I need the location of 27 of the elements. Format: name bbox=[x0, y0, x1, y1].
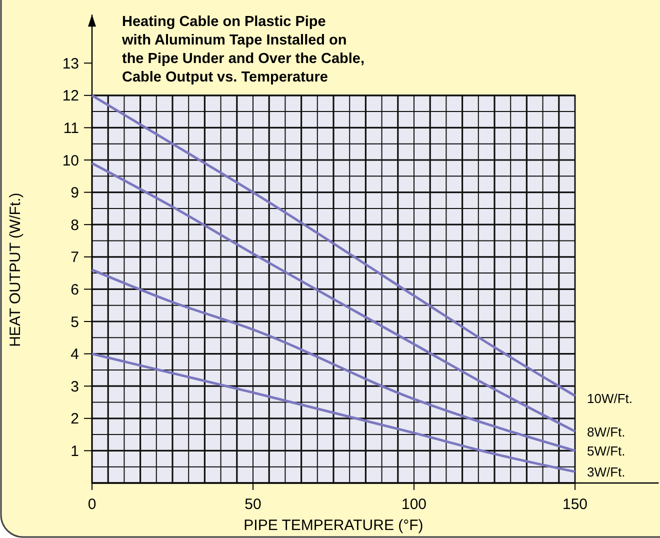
series-label: 3W/Ft. bbox=[587, 464, 626, 480]
y-tick-label: 4 bbox=[70, 346, 79, 364]
line-series bbox=[90, 268, 576, 452]
y-tick-label: 9 bbox=[70, 184, 79, 202]
x-tick-label: 50 bbox=[244, 496, 262, 513]
y-tick-label: 13 bbox=[62, 55, 79, 72]
y-tick-label: 6 bbox=[70, 281, 79, 298]
x-tick-label: 0 bbox=[88, 496, 96, 513]
series-label: 8W/Ft. bbox=[587, 424, 626, 440]
series-label: 10W/Ft. bbox=[587, 390, 633, 406]
x-tick-label: 150 bbox=[562, 496, 588, 513]
x-tick-label: 100 bbox=[401, 496, 427, 513]
text: Heating Cable on Plastic Pipe with Aluminum Tape Installed on the Pipe Under and Over the Cable, Cable Output vs. Temperature bbox=[121, 14, 365, 86]
y-tick-label: 2 bbox=[70, 410, 79, 428]
y-tick-label: 7 bbox=[70, 249, 79, 266]
y-tick-label: 12 bbox=[62, 88, 79, 105]
y-tick-label: 10 bbox=[62, 152, 79, 170]
y-tick-label: 3 bbox=[70, 378, 79, 396]
y-tick-label: 11 bbox=[63, 120, 79, 137]
series-label: 5W/Ft. bbox=[587, 444, 626, 459]
line-series bbox=[90, 162, 576, 433]
y-axis-title: HEAT OUTPUT (W/Ft.) bbox=[7, 192, 24, 347]
y-tick-label: 5 bbox=[70, 314, 79, 331]
x-axis-title: PIPE TEMPERATURE (°F) bbox=[244, 517, 424, 534]
line-series bbox=[90, 352, 576, 473]
y-tick-label: 8 bbox=[70, 216, 79, 234]
y-tick-label: 1 bbox=[70, 442, 79, 460]
